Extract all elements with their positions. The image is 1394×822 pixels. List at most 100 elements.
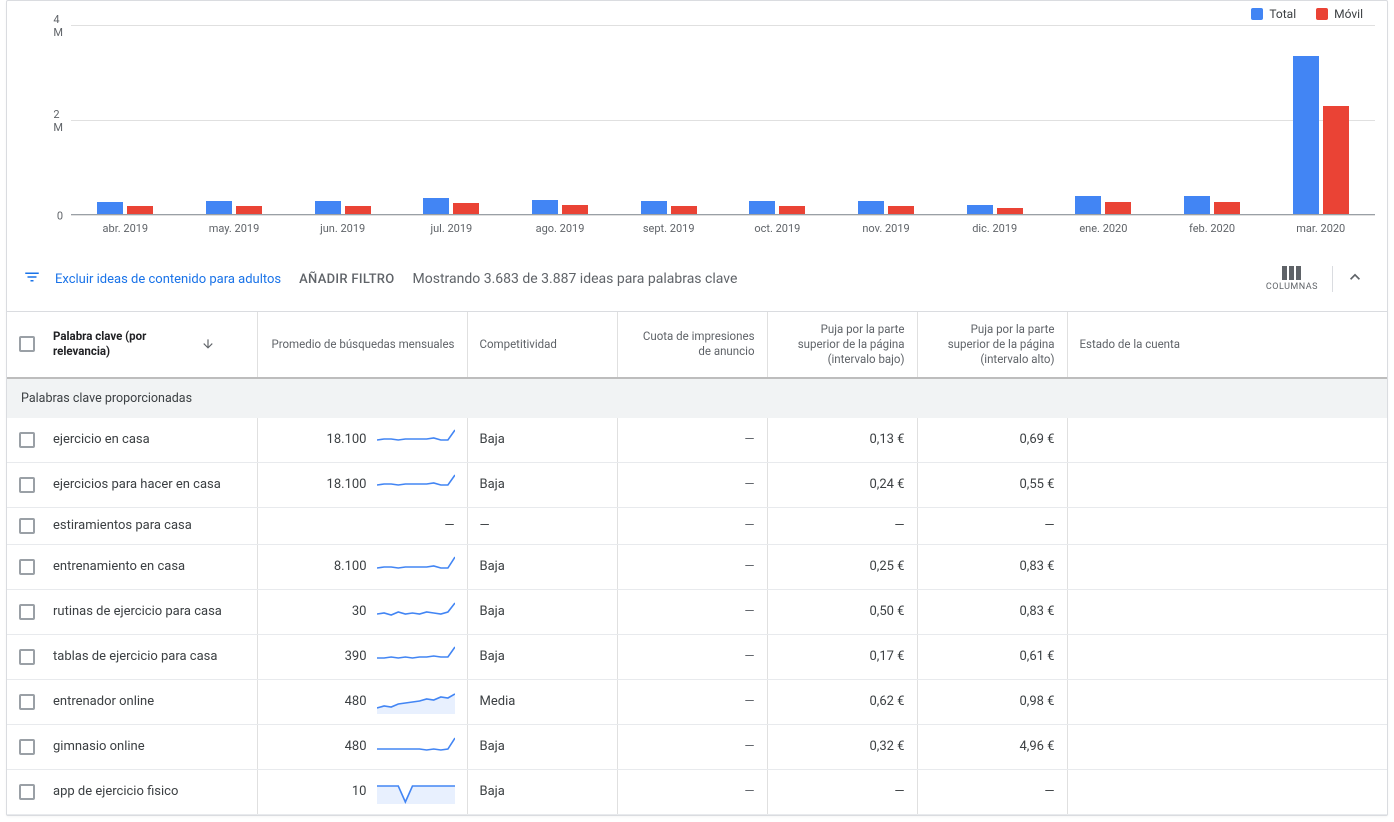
avg-searches-value: —: [444, 518, 454, 533]
bid-low-value: —: [767, 769, 917, 814]
bid-high-value: 0,98 €: [917, 679, 1067, 724]
chart-month[interactable]: mar. 2020: [1266, 25, 1375, 215]
impression-share-value: —: [617, 724, 767, 769]
account-state-value: [1067, 462, 1387, 507]
chart-month[interactable]: abr. 2019: [71, 25, 180, 215]
row-checkbox[interactable]: [19, 694, 35, 710]
sparkline: [377, 555, 455, 579]
competition-value: Baja: [467, 769, 617, 814]
y-axis-label: 0: [57, 210, 63, 223]
filter-toolbar: Excluir ideas de contenido para adultos …: [7, 247, 1387, 312]
y-axis-label: 4 M: [53, 13, 63, 39]
row-checkbox[interactable]: [19, 649, 35, 665]
row-checkbox[interactable]: [19, 739, 35, 755]
header-competition[interactable]: Competitividad: [467, 312, 617, 378]
columns-label: COLUMNAS: [1266, 282, 1318, 292]
keyword-text: ejercicio en casa: [53, 432, 150, 447]
chart-month[interactable]: nov. 2019: [832, 25, 941, 215]
sort-down-icon: [201, 337, 215, 351]
header-bid-high[interactable]: Puja por la parte superior de la página …: [917, 312, 1067, 378]
avg-searches-value: 18.100: [327, 432, 367, 447]
impression-share-value: —: [617, 634, 767, 679]
keyword-text: entrenamiento en casa: [53, 559, 185, 574]
chart-month[interactable]: may. 2019: [180, 25, 289, 215]
header-avg-searches[interactable]: Promedio de búsquedas mensuales: [257, 312, 467, 378]
collapse-chart-button[interactable]: [1339, 261, 1371, 297]
bid-low-value: 0,24 €: [767, 462, 917, 507]
x-axis-label: oct. 2019: [754, 222, 800, 235]
row-checkbox[interactable]: [19, 518, 35, 534]
bid-low-value: 0,50 €: [767, 589, 917, 634]
chart-legend: Total Móvil: [1251, 7, 1363, 21]
competition-value: Baja: [467, 462, 617, 507]
legend-total[interactable]: Total: [1251, 7, 1296, 21]
table-row[interactable]: entrenamiento en casa8.100Baja—0,25 €0,8…: [7, 544, 1387, 589]
bid-low-value: 0,13 €: [767, 418, 917, 463]
chart-month[interactable]: jul. 2019: [397, 25, 506, 215]
keyword-text: rutinas de ejercicio para casa: [53, 604, 222, 619]
bid-low-value: —: [767, 507, 917, 544]
impression-share-value: —: [617, 679, 767, 724]
chart-month[interactable]: sept. 2019: [614, 25, 723, 215]
account-state-value: [1067, 769, 1387, 814]
account-state-value: [1067, 544, 1387, 589]
select-all-checkbox[interactable]: [19, 336, 35, 352]
account-state-value: [1067, 589, 1387, 634]
row-checkbox[interactable]: [19, 604, 35, 620]
chart-month[interactable]: oct. 2019: [723, 25, 832, 215]
x-axis-label: jun. 2019: [320, 222, 365, 235]
table-row[interactable]: ejercicios para hacer en casa18.100Baja—…: [7, 462, 1387, 507]
sparkline: [377, 428, 455, 452]
avg-searches-value: 30: [352, 604, 367, 619]
impression-share-value: —: [617, 507, 767, 544]
competition-value: Baja: [467, 544, 617, 589]
header-account-state[interactable]: Estado de la cuenta: [1067, 312, 1387, 378]
row-checkbox[interactable]: [19, 559, 35, 575]
exclude-adult-link[interactable]: Excluir ideas de contenido para adultos: [55, 272, 281, 287]
filter-icon[interactable]: [23, 268, 41, 290]
x-axis-label: jul. 2019: [430, 222, 472, 235]
keyword-text: tablas de ejercicio para casa: [53, 649, 217, 664]
row-checkbox[interactable]: [19, 477, 35, 493]
bid-high-value: 0,83 €: [917, 589, 1067, 634]
keyword-text: app de ejercicio fisico: [53, 784, 178, 799]
avg-searches-value: 390: [345, 649, 367, 664]
x-axis-label: nov. 2019: [862, 222, 909, 235]
table-row[interactable]: gimnasio online480Baja—0,32 €4,96 €: [7, 724, 1387, 769]
x-axis-label: ago. 2019: [536, 222, 585, 235]
keyword-text: ejercicios para hacer en casa: [53, 477, 221, 492]
header-bid-low[interactable]: Puja por la parte superior de la página …: [767, 312, 917, 378]
legend-movil[interactable]: Móvil: [1316, 7, 1363, 21]
header-keyword[interactable]: Palabra clave (por relevancia): [7, 312, 257, 378]
competition-value: Baja: [467, 724, 617, 769]
row-checkbox[interactable]: [19, 784, 35, 800]
table-row[interactable]: estiramientos para casa—————: [7, 507, 1387, 544]
search-volume-chart: Total Móvil 02 M4 Mabr. 2019may. 2019jun…: [7, 1, 1387, 247]
chart-month[interactable]: feb. 2020: [1158, 25, 1267, 215]
keyword-ideas-table: Palabra clave (por relevancia) Promedio …: [7, 312, 1387, 815]
keyword-text: entrenador online: [53, 694, 154, 709]
chart-month[interactable]: jun. 2019: [288, 25, 397, 215]
impression-share-value: —: [617, 769, 767, 814]
columns-button[interactable]: COLUMNAS: [1252, 266, 1333, 292]
header-impression-share[interactable]: Cuota de impresiones de anuncio: [617, 312, 767, 378]
table-row[interactable]: ejercicio en casa18.100Baja—0,13 €0,69 €: [7, 418, 1387, 463]
add-filter-button[interactable]: AÑADIR FILTRO: [299, 272, 394, 287]
table-row[interactable]: tablas de ejercicio para casa390Baja—0,1…: [7, 634, 1387, 679]
table-row[interactable]: app de ejercicio fisico10Baja———: [7, 769, 1387, 814]
chart-month[interactable]: dic. 2019: [940, 25, 1049, 215]
x-axis-label: sept. 2019: [643, 222, 695, 235]
competition-value: Media: [467, 679, 617, 724]
account-state-value: [1067, 679, 1387, 724]
bid-low-value: 0,32 €: [767, 724, 917, 769]
chart-month[interactable]: ene. 2020: [1049, 25, 1158, 215]
sparkline: [377, 600, 455, 624]
table-row[interactable]: entrenador online480Media—0,62 €0,98 €: [7, 679, 1387, 724]
row-checkbox[interactable]: [19, 432, 35, 448]
table-row[interactable]: rutinas de ejercicio para casa30Baja—0,5…: [7, 589, 1387, 634]
x-axis-label: mar. 2020: [1296, 222, 1345, 235]
bid-high-value: —: [917, 507, 1067, 544]
chart-month[interactable]: ago. 2019: [506, 25, 615, 215]
account-state-value: [1067, 724, 1387, 769]
x-axis-label: ene. 2020: [1079, 222, 1127, 235]
